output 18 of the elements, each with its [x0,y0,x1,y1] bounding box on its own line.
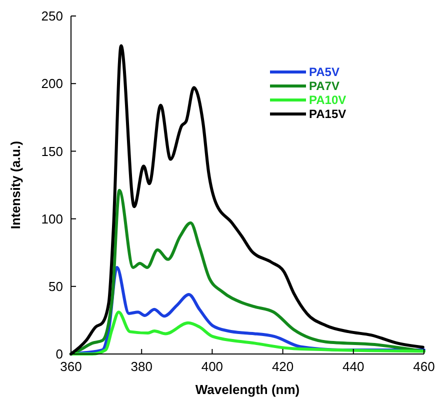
legend-label: PA5V [309,65,340,80]
y-tick-label: 200 [41,76,63,92]
x-tick-label: 460 [413,359,435,374]
legend-label: PA15V [309,107,346,122]
y-axis-title: Intensity (a.u.) [8,140,23,230]
y-tick-label: 150 [41,144,63,159]
x-tick-label: 380 [130,359,152,374]
y-tick-label: 50 [48,278,63,294]
legend-label: PA10V [309,93,346,108]
legend-label: PA7V [309,79,340,94]
x-tick-label: 420 [272,359,294,374]
x-axis-title: Wavelength (nm) [195,382,300,397]
x-tick-label: 440 [342,359,364,374]
y-tick-label: 100 [41,211,63,226]
y-tick-label: 0 [56,346,63,362]
x-tick-label: 400 [201,359,224,374]
x-tick-label: 360 [60,359,82,374]
y-tick-label: 250 [41,8,63,24]
